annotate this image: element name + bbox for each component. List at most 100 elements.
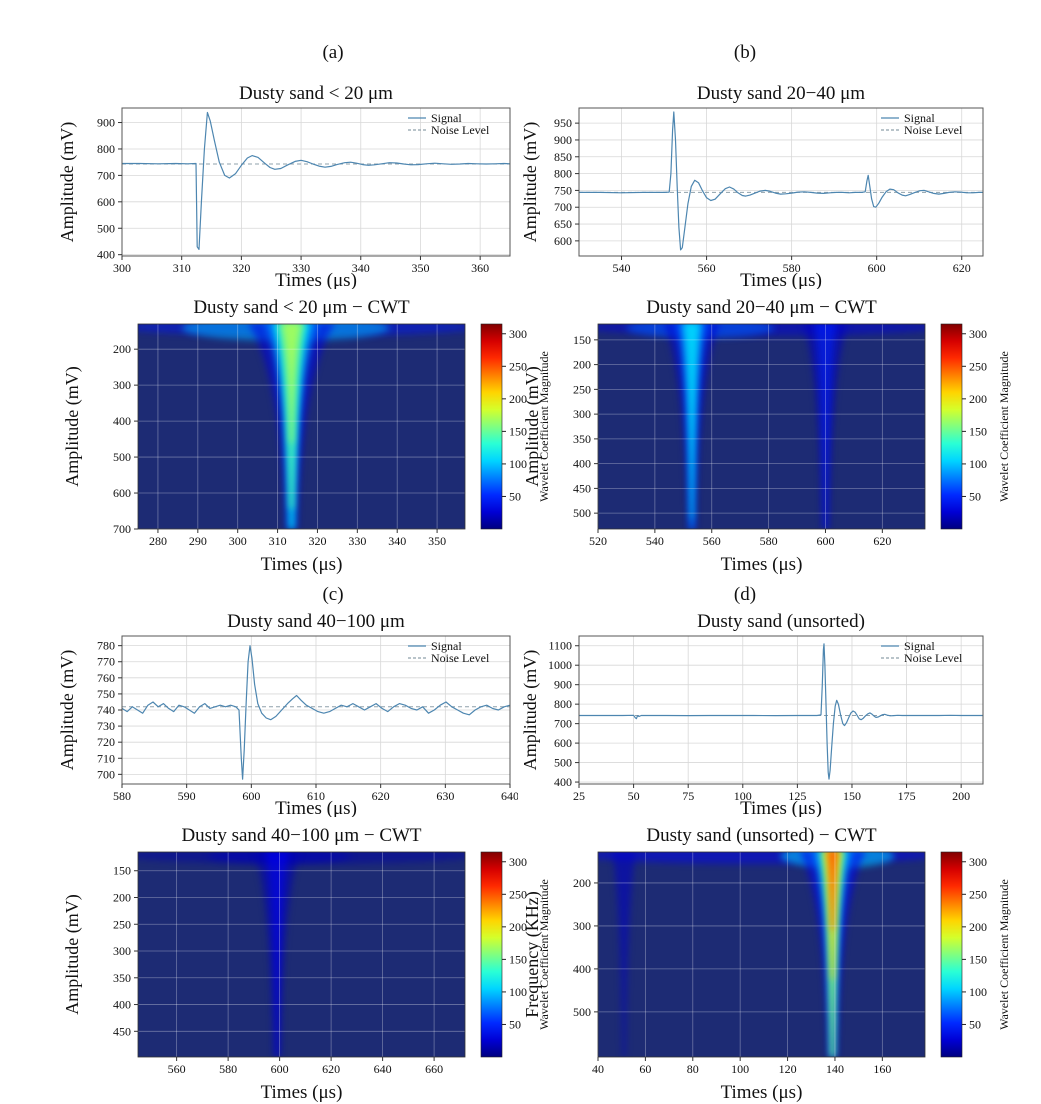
chart-title: Dusty sand 40−100 μm [227,612,405,632]
x-tick-label: 300 [229,534,247,548]
colorbar-tick-label: 50 [509,1017,521,1031]
x-tick-label: 150 [843,789,861,803]
y-tick-label: 500 [113,450,131,464]
colorbar [480,323,503,530]
x-tick-label: 200 [952,789,970,803]
y-tick-label: 500 [573,1005,591,1019]
colorbar-tick-label: 250 [969,359,987,373]
cwt-plume-level [827,852,838,930]
x-tick-label: 40 [592,1062,604,1076]
y-tick-label: 400 [573,962,591,976]
y-tick-label: 600 [554,234,572,248]
y-tick-label: 350 [573,432,591,446]
chart-cwt-dusty-sand-lt20: 280 290 300 310 320 330 340 350 200 300 400 500 600 7… [62,297,551,575]
y-tick-label: 300 [113,944,131,958]
y-tick-label: 250 [113,917,131,931]
colorbar [940,851,963,1058]
colorbar-tick-label: 50 [969,1017,981,1031]
signal-line [122,111,511,250]
x-tick-label: 600 [868,261,886,275]
chart-signal-dusty-sand-40-100: 580 590 600 610 620 630 640 700 710 720 730 740 750 7… [58,612,518,817]
y-tick-label: 350 [113,971,131,985]
panel-label-a: (a) [322,42,344,63]
legend-signal-label: Signal [904,111,935,125]
x-tick-label: 360 [471,261,489,275]
colorbar-tick-label: 50 [509,489,521,503]
x-axis-label: Times (μs) [740,798,822,817]
chart-cwt-dusty-sand-20-40: 520 540 560 580 600 620 150 200 250 300 350 400 450 5… [522,297,1011,575]
x-tick-label: 580 [783,261,801,275]
colorbar-tick-label: 250 [509,887,527,901]
y-tick-label: 300 [113,378,131,392]
colorbar-tick-label: 200 [509,920,527,934]
y-tick-label: 740 [97,703,115,717]
x-tick-label: 660 [425,1062,443,1076]
x-tick-label: 280 [149,534,167,548]
panel-label-b: (b) [733,42,757,63]
colorbar-tick-label: 250 [969,887,987,901]
y-tick-label: 720 [97,735,115,749]
cwt-plume-level [281,324,302,443]
y-tick-label: 800 [554,697,572,711]
colorbar-tick-label: 150 [509,952,527,966]
x-tick-label: 330 [292,261,310,275]
y-tick-label: 300 [573,407,591,421]
x-tick-label: 175 [898,789,916,803]
colorbar-tick-label: 300 [969,855,987,869]
x-axis-label: Times (μs) [261,554,343,575]
y-tick-label: 450 [573,481,591,495]
legend-signal-label: Signal [904,639,935,653]
y-axis-label: Amplitude (mV) [62,894,83,1014]
y-tick-label: 500 [554,756,572,770]
colorbar-tick-label: 50 [969,489,981,503]
colorbar-tick-label: 100 [969,457,987,471]
x-axis-label: Times (μs) [275,798,357,817]
colorbar-label: Wavelet Coefficient Magnitude [537,879,551,1030]
signal-line [121,645,511,780]
y-tick-label: 400 [97,248,115,262]
x-tick-label: 290 [189,534,207,548]
y-tick-label: 600 [113,486,131,500]
x-tick-label: 590 [178,789,196,803]
chart-title: Dusty sand 20−40 μm [697,84,865,104]
y-tick-label: 250 [573,382,591,396]
x-tick-label: 140 [826,1062,844,1076]
colorbar-label: Wavelet Coefficient Magnitude [997,879,1011,1030]
y-tick-label: 750 [97,687,115,701]
colorbar-tick-label: 100 [509,985,527,999]
x-axis-label: Times (μs) [740,270,822,289]
signal-line [579,643,983,780]
x-tick-label: 580 [113,789,131,803]
y-axis-label: Amplitude (mV) [58,650,78,770]
colorbar-tick-label: 300 [969,327,987,341]
x-axis-label: Times (μs) [721,1082,803,1103]
x-axis-label: Times (μs) [721,554,803,575]
x-tick-label: 160 [873,1062,891,1076]
legend-noise-label: Noise Level [431,123,490,137]
colorbar-tick-label: 200 [969,920,987,934]
x-tick-label: 630 [436,789,454,803]
x-tick-label: 320 [232,261,250,275]
y-tick-label: 760 [97,671,115,685]
y-tick-label: 710 [97,751,115,765]
cwt-plume-level [684,324,700,519]
x-tick-label: 80 [687,1062,699,1076]
heatmap-background [138,852,465,1057]
y-tick-label: 700 [97,767,115,781]
x-tick-label: 25 [573,789,585,803]
x-tick-label: 520 [589,534,607,548]
x-tick-label: 600 [271,1062,289,1076]
x-tick-label: 540 [646,534,664,548]
x-tick-label: 100 [734,789,752,803]
x-tick-label: 320 [308,534,326,548]
y-axis-label: Amplitude (mV) [62,366,83,486]
x-tick-label: 600 [242,789,260,803]
y-tick-label: 400 [113,414,131,428]
chart-title: Dusty sand 40−100 μm − CWT [181,825,421,846]
x-tick-label: 580 [219,1062,237,1076]
heatmap-background [598,852,925,1057]
y-tick-label: 780 [97,639,115,653]
y-tick-label: 900 [554,678,572,692]
y-tick-label: 800 [554,167,572,181]
y-tick-label: 1100 [548,639,572,653]
